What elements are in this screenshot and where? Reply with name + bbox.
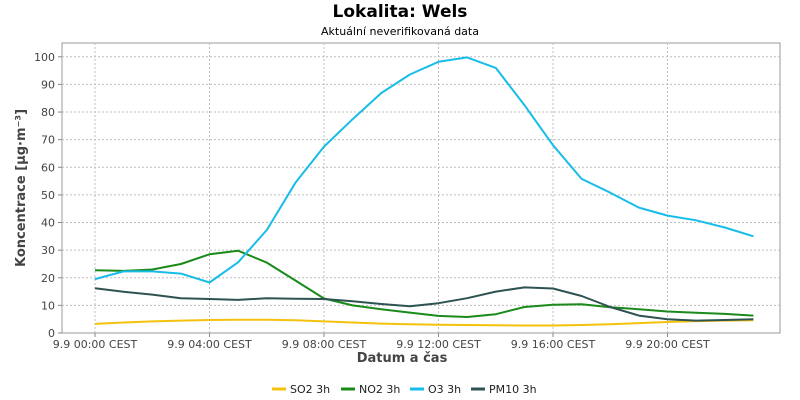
y-tick-label: 60 bbox=[41, 161, 55, 174]
x-tick-label: 9.9 12:00 CEST bbox=[396, 338, 481, 351]
legend-label-o3: O3 3h bbox=[428, 383, 461, 396]
series-line-so2 bbox=[94, 318, 754, 327]
legend: SO2 3h NO2 3h O3 3h PM10 3h bbox=[272, 383, 537, 396]
x-tick-label: 9.9 16:00 CEST bbox=[511, 338, 596, 351]
x-tick-label: 9.9 08:00 CEST bbox=[282, 338, 367, 351]
y-tick-label: 0 bbox=[48, 327, 55, 340]
legend-label-so2: SO2 3h bbox=[290, 383, 330, 396]
y-tick-label: 10 bbox=[41, 299, 55, 312]
y-tick-label: 50 bbox=[41, 189, 55, 202]
y-tick-label: 20 bbox=[41, 272, 55, 285]
y-tick-label: 100 bbox=[34, 51, 55, 64]
x-tick-label: 9.9 00:00 CEST bbox=[53, 338, 138, 351]
series-line-o3 bbox=[94, 56, 754, 284]
x-axis-label: Datum a čas bbox=[357, 351, 448, 366]
y-tick-label: 80 bbox=[41, 106, 55, 119]
y-axis-ticks: 0 10 20 30 40 50 60 70 80 90 100 bbox=[34, 51, 62, 340]
y-tick-label: 40 bbox=[41, 217, 55, 230]
y-axis-label: Koncentrace [µg·m⁻³] bbox=[14, 109, 29, 267]
plot-area bbox=[61, 42, 781, 334]
chart-subtitle: Aktuální neverifikovaná data bbox=[321, 25, 479, 38]
y-tick-label: 70 bbox=[41, 134, 55, 147]
y-tick-label: 30 bbox=[41, 244, 55, 257]
x-axis-ticks: 9.9 00:00 CEST 9.9 04:00 CEST 9.9 08:00 CE… bbox=[53, 333, 710, 351]
series-line-pm10 bbox=[94, 286, 754, 322]
series-line-no2 bbox=[94, 249, 754, 318]
chart-title: Lokalita: Wels bbox=[333, 2, 468, 22]
legend-label-no2: NO2 3h bbox=[359, 383, 400, 396]
y-tick-label: 90 bbox=[41, 78, 55, 91]
legend-label-pm10: PM10 3h bbox=[489, 383, 537, 396]
series-lines bbox=[94, 56, 754, 327]
grid bbox=[62, 43, 780, 333]
x-tick-label: 9.9 04:00 CEST bbox=[167, 338, 252, 351]
x-tick-label: 9.9 20:00 CEST bbox=[625, 338, 710, 351]
